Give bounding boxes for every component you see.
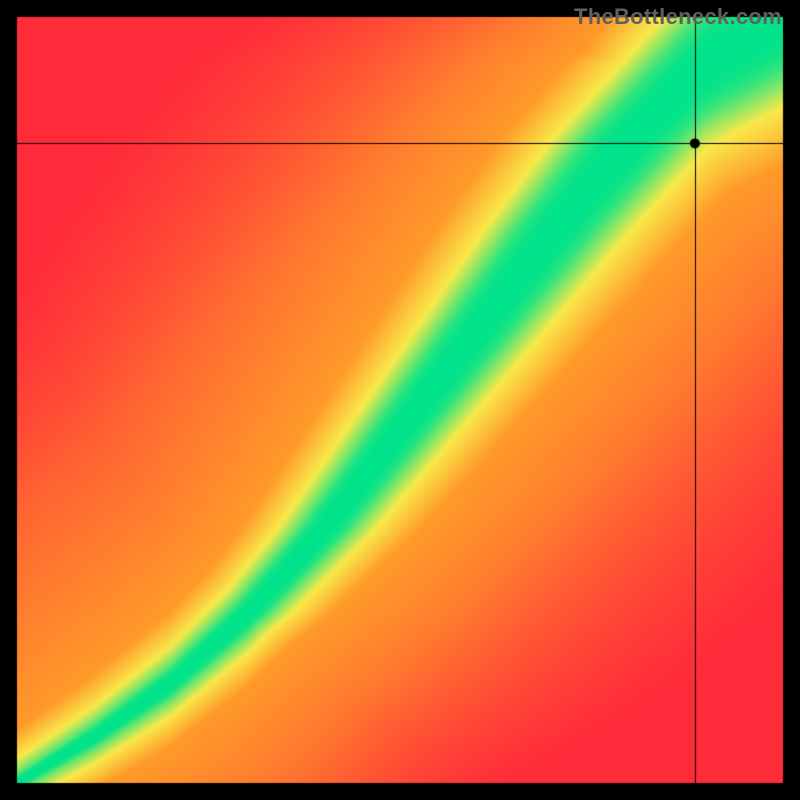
watermark-text: TheBottleneck.com <box>574 4 782 30</box>
chart-container: TheBottleneck.com <box>0 0 800 800</box>
bottleneck-heatmap <box>0 0 800 800</box>
